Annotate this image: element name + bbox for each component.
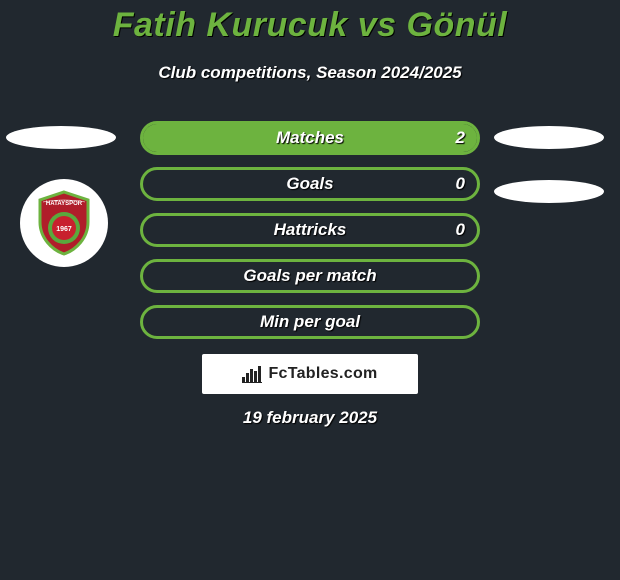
stat-row-min-per-goal: Min per goal — [140, 305, 480, 339]
badge-year: 1967 — [56, 226, 72, 233]
stat-row-matches: Matches 2 — [140, 121, 480, 155]
stat-row-goals-per-match: Goals per match — [140, 259, 480, 293]
stat-label: Min per goal — [260, 312, 360, 332]
stat-label: Goals — [286, 174, 333, 194]
club-badge: HATAYSPOR 1967 — [20, 179, 108, 267]
source-banner[interactable]: FcTables.com — [202, 354, 418, 394]
stat-row-hattricks: Hattricks 0 — [140, 213, 480, 247]
bar-chart-icon — [242, 365, 262, 383]
stat-value: 0 — [456, 174, 465, 194]
stat-value: 2 — [456, 128, 465, 148]
stat-value: 0 — [456, 220, 465, 240]
stat-row-goals: Goals 0 — [140, 167, 480, 201]
banner-text: FcTables.com — [268, 365, 377, 383]
player-left-avatar-placeholder — [6, 126, 116, 149]
stat-label: Goals per match — [243, 266, 376, 286]
page-subtitle: Club competitions, Season 2024/2025 — [0, 63, 620, 83]
player-right-avatar-placeholder-1 — [494, 126, 604, 149]
page-title: Fatih Kurucuk vs Gönül — [0, 0, 620, 45]
stat-label: Hattricks — [274, 220, 347, 240]
shield-icon: HATAYSPOR 1967 — [36, 190, 92, 256]
player-right-avatar-placeholder-2 — [494, 180, 604, 203]
badge-top-text: HATAYSPOR — [46, 201, 83, 207]
stat-label: Matches — [276, 128, 344, 148]
generated-date: 19 february 2025 — [0, 408, 620, 428]
